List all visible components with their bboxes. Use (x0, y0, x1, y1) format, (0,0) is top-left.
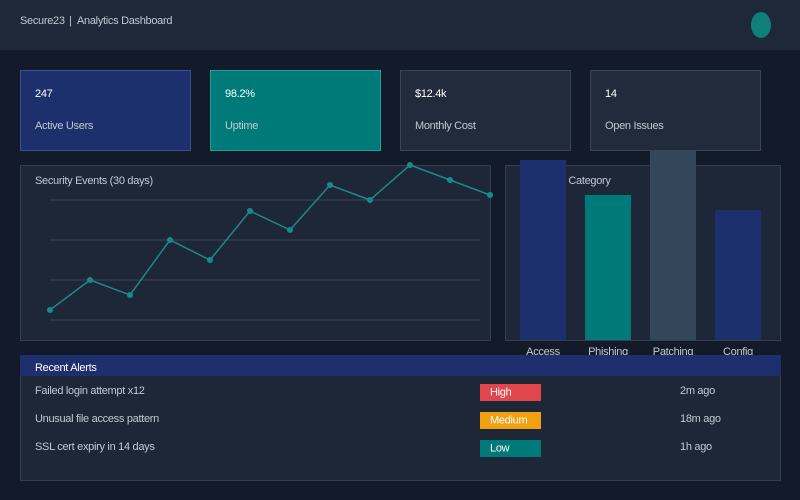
separator: | (69, 15, 72, 27)
line-series (49, 164, 491, 311)
alerts-header (20, 355, 781, 376)
line-point (327, 182, 333, 188)
x-tick-label: Access (526, 346, 560, 358)
top-bar (0, 0, 800, 50)
bar-chart: Access Phishing Patching Config (520, 140, 761, 358)
severity-badge (480, 412, 541, 429)
kpi-value: 247 (35, 88, 53, 100)
kpi-value: 98.2% (225, 88, 255, 100)
severity-badge (480, 440, 541, 457)
bar (585, 195, 631, 340)
kpi-label: Monthly Cost (415, 120, 476, 132)
x-tick-label: Patching (653, 346, 694, 358)
bar (650, 140, 696, 340)
line-point (247, 208, 253, 214)
line-point (207, 257, 213, 263)
line-point (287, 227, 293, 233)
line-panel (20, 165, 491, 341)
line-point (447, 177, 453, 183)
alerts-panel (20, 355, 781, 481)
alerts-title: Recent Alerts (35, 362, 97, 374)
x-tick-label: Config (723, 346, 753, 358)
line-point (87, 277, 93, 283)
line-point (127, 292, 133, 298)
x-tick-label: Phishing (588, 346, 628, 358)
line-chart-title: Security Events (30 days) (35, 175, 153, 187)
alert-time: 18m ago (680, 413, 721, 425)
line-chart (47, 162, 493, 321)
bar (715, 210, 761, 340)
kpi-value: $12.4k (415, 88, 447, 100)
alert-message: SSL cert expiry in 14 days (35, 441, 155, 453)
alert-time: 1h ago (680, 441, 712, 453)
severity-label: Low (490, 442, 510, 454)
kpi-cards: 247 Active Users 98.2% Uptime $12.4k Monthly … (20, 70, 761, 151)
kpi-card (210, 70, 381, 151)
line-point (407, 162, 413, 168)
severity-label: High (490, 386, 512, 398)
alert-list: Failed login attempt x12 High 2m ago Unusua… (35, 384, 721, 457)
kpi-card (590, 70, 761, 151)
bar (520, 160, 566, 340)
alert-message: Unusual file access pattern (35, 413, 159, 425)
kpi-label: Open Issues (605, 120, 664, 132)
kpi-value: 14 (605, 88, 617, 100)
alert-time: 2m ago (680, 385, 715, 397)
severity-label: Medium (490, 414, 527, 426)
severity-badge (480, 384, 541, 401)
avatar[interactable] (751, 12, 771, 38)
brand: Secure23 (20, 15, 65, 27)
kpi-card (20, 70, 191, 151)
kpi-label: Uptime (225, 120, 258, 132)
line-point (167, 237, 173, 243)
kpi-card (400, 70, 571, 151)
line-point (367, 197, 373, 203)
kpi-label: Active Users (35, 120, 94, 132)
alert-message: Failed login attempt x12 (35, 385, 145, 397)
page-title: Analytics Dashboard (77, 15, 172, 27)
line-point (487, 192, 493, 198)
line-point (47, 307, 53, 313)
